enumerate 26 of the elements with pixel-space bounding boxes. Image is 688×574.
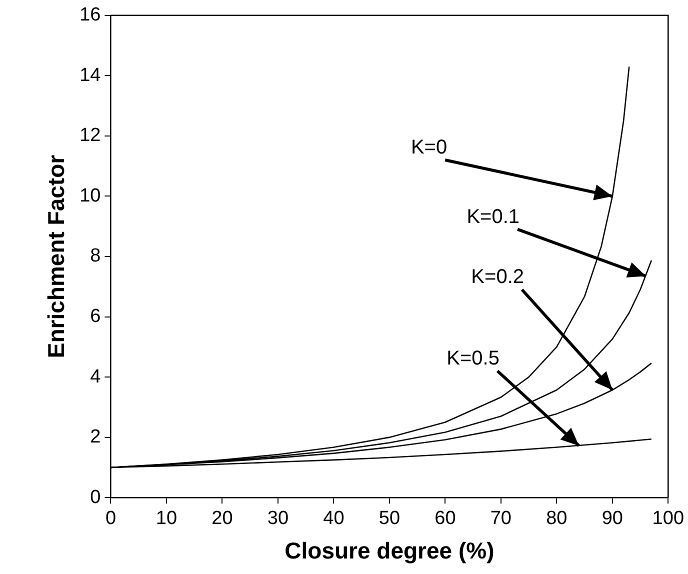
x-tick-label: 70 bbox=[490, 508, 512, 530]
x-tick-label: 10 bbox=[156, 508, 178, 530]
annotation: K=0.5 bbox=[446, 347, 500, 370]
y-tick-label: 8 bbox=[90, 246, 101, 267]
x-tick-label: 50 bbox=[378, 508, 400, 530]
annotation: K=0 bbox=[410, 136, 448, 159]
x-tick-label: 80 bbox=[546, 508, 568, 530]
x-tick-label: 30 bbox=[267, 508, 289, 530]
y-tick-label: 12 bbox=[80, 125, 101, 146]
y-tick-label: 6 bbox=[90, 306, 101, 328]
x-tick-label: 60 bbox=[434, 508, 456, 530]
x-tick-label: 90 bbox=[602, 508, 623, 530]
x-axis-title: Closure degree (%) bbox=[284, 538, 494, 564]
x-tick-label: 0 bbox=[105, 508, 116, 530]
y-tick-label: 4 bbox=[90, 366, 102, 388]
y-tick-label: 10 bbox=[80, 185, 101, 206]
y-tick-label: 16 bbox=[80, 4, 101, 26]
x-tick-label: 20 bbox=[212, 508, 233, 530]
annotation: K=0.2 bbox=[471, 266, 524, 288]
x-tick-label: 100 bbox=[652, 508, 684, 530]
annotation: K=0.1 bbox=[466, 206, 520, 228]
y-tick-label: 14 bbox=[80, 64, 102, 86]
y-axis-title: Enrichment Factor bbox=[43, 154, 70, 358]
y-tick-label: 0 bbox=[90, 486, 101, 508]
y-tick-label: 2 bbox=[90, 426, 101, 448]
x-tick-label: 40 bbox=[323, 508, 344, 530]
